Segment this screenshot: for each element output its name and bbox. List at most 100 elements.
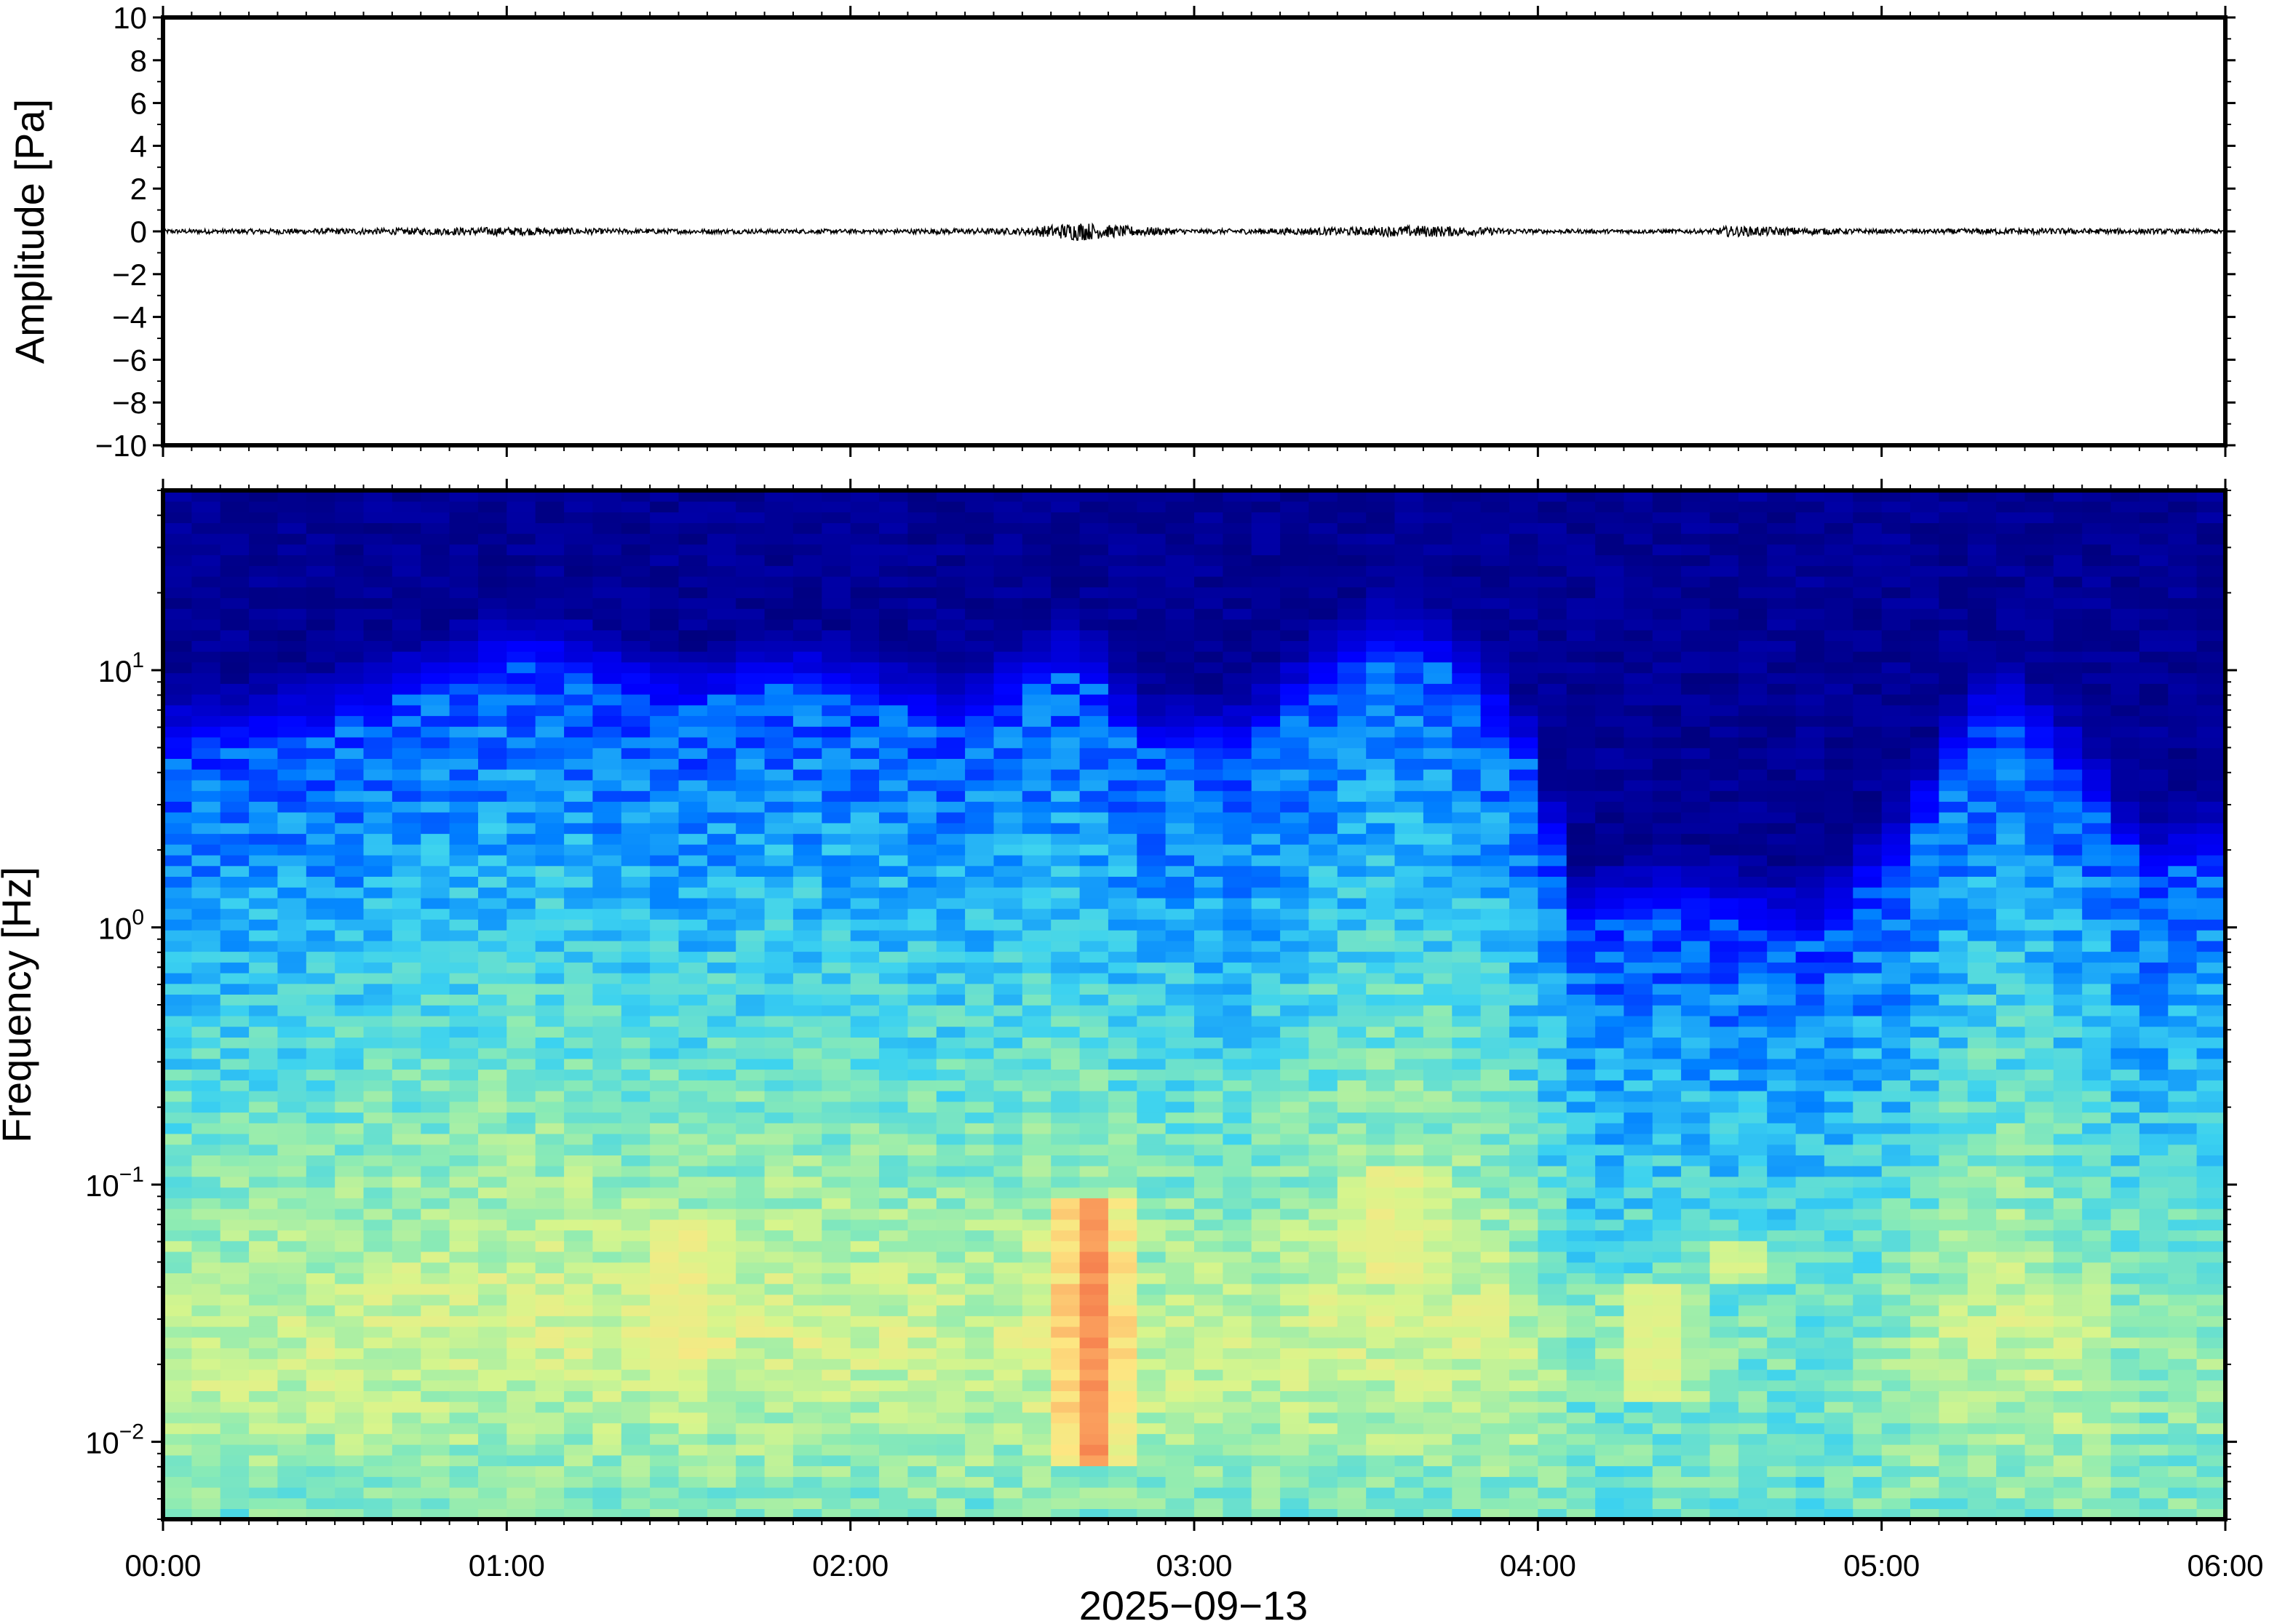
- spectrogram-cell: [535, 1026, 565, 1038]
- spectrogram-cell: [335, 672, 365, 684]
- spectrogram-cell: [1051, 1444, 1081, 1456]
- spectrogram-cell: [1280, 929, 1310, 942]
- spectrogram-cell: [822, 1144, 851, 1155]
- spectrogram-cell: [1137, 1187, 1167, 1198]
- spectrogram-cell: [1452, 790, 1482, 802]
- spectrogram-cell: [1022, 1476, 1052, 1488]
- spectrogram-cell: [1194, 801, 1224, 813]
- spectrogram-cell: [1452, 1090, 1482, 1102]
- spectrogram-cell: [1308, 1348, 1338, 1359]
- spectrogram-cell: [1394, 1047, 1424, 1059]
- spectrogram-cell: [736, 736, 766, 749]
- spectrogram-cell: [1079, 1198, 1109, 1209]
- spectrogram-cell: [1509, 1090, 1539, 1102]
- spectrogram-cell: [792, 650, 823, 663]
- spectrogram-cell: [1394, 1198, 1424, 1209]
- spectrogram-cell: [1308, 811, 1338, 824]
- spectrogram-cell: [822, 811, 851, 824]
- spectrogram-cell: [277, 586, 307, 599]
- spectrogram-cell: [449, 887, 479, 899]
- spectrogram-cell: [249, 1390, 279, 1402]
- spectrogram-cell: [650, 1037, 680, 1048]
- spectrogram-cell: [191, 650, 221, 663]
- spectrogram-cell: [707, 704, 737, 717]
- spectrogram-cell: [1566, 629, 1596, 641]
- spectrogram-cell: [306, 1337, 335, 1349]
- spectrogram-cell: [1337, 1348, 1367, 1359]
- spectrogram-cell: [1108, 940, 1138, 952]
- spectrogram-cell: [1108, 1251, 1138, 1263]
- spectrogram-cell: [678, 1262, 708, 1273]
- spectrogram-cell: [965, 1176, 995, 1188]
- spectrogram-cell: [907, 1497, 937, 1509]
- spectrogram-cell: [707, 1444, 737, 1456]
- spectrogram-cell: [1165, 1112, 1195, 1123]
- spectrogram-cell: [1165, 1133, 1195, 1145]
- spectrogram-cell: [1538, 1433, 1567, 1445]
- spectrogram-cell: [535, 661, 565, 674]
- spectrogram-cell: [792, 758, 823, 770]
- spectrogram-cell: [1394, 1380, 1424, 1391]
- spectrogram-cell: [936, 1294, 966, 1306]
- spectrogram-cell: [421, 1187, 450, 1198]
- spectrogram-cell: [392, 1037, 422, 1048]
- spectrogram-cell: [306, 715, 335, 727]
- spectrogram-cell: [1337, 1401, 1367, 1413]
- spectrogram-cell: [478, 1133, 508, 1145]
- spectrogram-cell: [220, 811, 250, 824]
- spectrogram-cell: [1223, 1262, 1252, 1273]
- spectrogram-cell: [449, 726, 479, 738]
- spectrogram-cell: [678, 758, 708, 770]
- spectrogram-cell: [621, 565, 651, 577]
- spectrogram-cell: [421, 972, 450, 984]
- spectrogram-cell: [993, 747, 1023, 759]
- spectrogram-cell: [736, 1069, 766, 1080]
- spectrogram-cell: [678, 876, 708, 888]
- spectrogram-cell: [592, 1401, 622, 1413]
- spectrogram-cell: [1538, 844, 1567, 856]
- spectrogram-cell: [736, 1262, 766, 1273]
- spectrogram-cell: [306, 747, 335, 759]
- spectrogram-cell: [1337, 876, 1367, 888]
- spectrogram-cell: [1509, 1444, 1539, 1456]
- spectrogram-cell: [1280, 1058, 1310, 1070]
- spectrogram-cell: [907, 501, 937, 513]
- spectrogram-cell: [249, 822, 279, 835]
- spectrogram-cell: [850, 1058, 880, 1070]
- spectrogram-cell: [792, 983, 823, 995]
- spectrogram-cell: [792, 544, 823, 556]
- spectrogram-cell: [822, 951, 851, 963]
- spectrogram-cell: [1452, 672, 1482, 684]
- waveform-trace: [163, 222, 2225, 242]
- spectrogram-cell: [1337, 544, 1367, 556]
- spectrogram-cell: [535, 1112, 565, 1123]
- spectrogram-cell: [1480, 704, 1510, 717]
- spectrogram-cell: [306, 962, 335, 974]
- spectrogram-cell: [1223, 650, 1252, 663]
- spectrogram-cell: [506, 1358, 536, 1370]
- spectrogram-cell: [220, 1069, 250, 1080]
- spectrogram-cell: [621, 876, 651, 888]
- spectrogram-cell: [1194, 876, 1224, 888]
- spectrogram-cell: [277, 1155, 307, 1166]
- spectrogram-cell: [850, 951, 880, 963]
- spectrogram-cell: [1194, 844, 1224, 856]
- spectrogram-cell: [1223, 919, 1252, 931]
- spectrogram-cell: [1251, 1508, 1281, 1519]
- spectrogram-cell: [1480, 1326, 1510, 1338]
- spectrogram-cell: [678, 1133, 708, 1145]
- spectrogram-cell: [1366, 1176, 1396, 1188]
- spectrogram-cell: [678, 1112, 708, 1123]
- spectrogram-cell: [621, 640, 651, 652]
- spectrogram-cell: [650, 1380, 680, 1391]
- spectrogram-cell: [764, 1101, 794, 1113]
- spectrogram-cell: [1480, 1251, 1510, 1263]
- spectrogram-cell: [1251, 544, 1281, 556]
- spectrogram-cell: [1480, 1337, 1510, 1349]
- spectrogram-cell: [220, 661, 250, 674]
- spectrogram-cell: [191, 1155, 221, 1166]
- spectrogram-cell: [736, 876, 766, 888]
- spectrogram-cell: [1394, 1123, 1424, 1134]
- spectrogram-cell: [965, 1005, 995, 1016]
